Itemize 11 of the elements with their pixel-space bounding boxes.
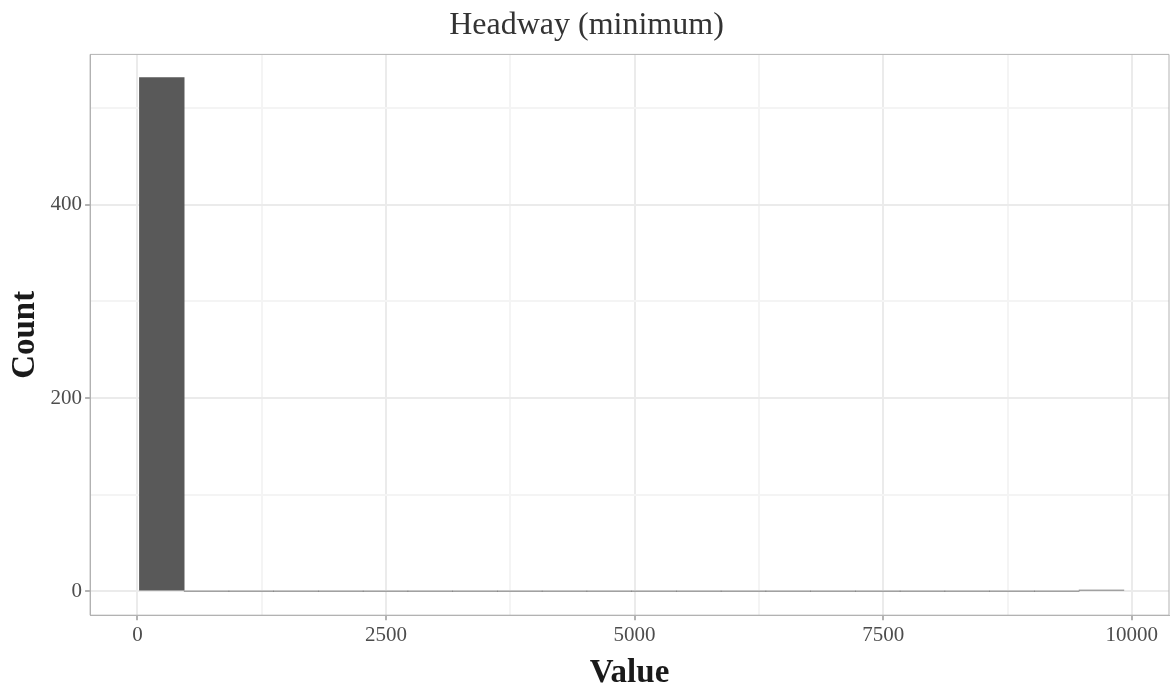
x-tick-label: 0 (132, 622, 143, 647)
y-axis-title: Count (5, 290, 42, 379)
chart-title: Headway (minimum) (449, 4, 724, 41)
x-tick-label: 7500 (862, 622, 905, 647)
y-tick-label: 0 (71, 577, 83, 602)
y-tick-label: 200 (50, 384, 83, 409)
x-axis-title: Value (589, 652, 670, 689)
y-tick-label: 400 (50, 191, 83, 216)
x-tick-label: 5000 (613, 622, 656, 647)
x-tick-label: 10000 (1105, 622, 1159, 647)
x-tick-label: 2500 (365, 622, 408, 647)
